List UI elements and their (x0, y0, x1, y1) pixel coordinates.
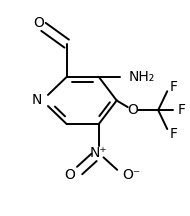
Text: O: O (33, 16, 44, 30)
Text: N: N (32, 94, 42, 108)
Text: F: F (169, 127, 177, 141)
Text: N⁺: N⁺ (90, 146, 108, 160)
Text: NH₂: NH₂ (129, 70, 155, 84)
Text: O: O (64, 168, 75, 181)
Text: O⁻: O⁻ (122, 168, 141, 181)
Text: O: O (127, 103, 138, 117)
Text: F: F (169, 79, 177, 94)
Text: F: F (178, 103, 186, 117)
